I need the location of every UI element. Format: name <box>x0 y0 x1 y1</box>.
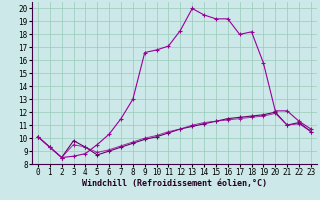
X-axis label: Windchill (Refroidissement éolien,°C): Windchill (Refroidissement éolien,°C) <box>82 179 267 188</box>
